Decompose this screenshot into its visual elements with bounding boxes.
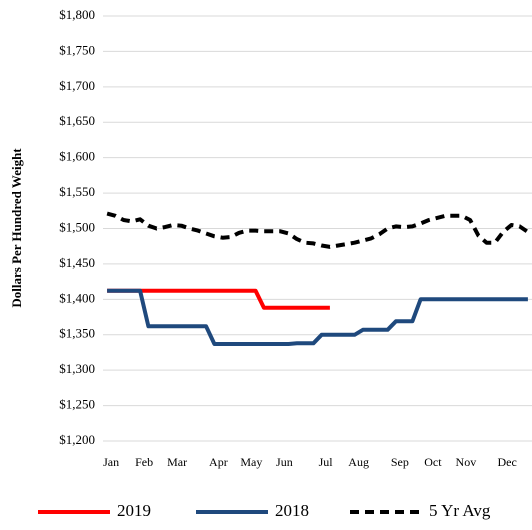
- x-tick-label: Jul: [319, 455, 334, 469]
- legend-label: 2018: [275, 501, 309, 520]
- y-tick-label: $1,600: [59, 149, 95, 164]
- x-tick-label: Nov: [456, 455, 477, 469]
- x-tick-label: Sep: [391, 455, 409, 469]
- x-tick-label: Dec: [497, 455, 516, 469]
- y-tick-label: $1,750: [59, 42, 95, 57]
- x-tick-label: Jan: [103, 455, 119, 469]
- data-line: [107, 288, 528, 346]
- data-line: [107, 288, 330, 310]
- y-axis-label: Dollars Per Hundred Weight: [9, 148, 24, 308]
- x-tick-label: Apr: [209, 455, 228, 469]
- y-tick-label: $1,800: [59, 7, 95, 22]
- y-tick-label: $1,650: [59, 113, 95, 128]
- legend-label: 5 Yr Avg: [429, 501, 491, 520]
- y-tick-label: $1,700: [59, 78, 95, 93]
- x-tick-label: Feb: [135, 455, 153, 469]
- x-tick-label: May: [240, 455, 262, 469]
- y-tick-label: $1,500: [59, 219, 95, 234]
- y-tick-label: $1,200: [59, 432, 95, 447]
- x-tick-label: Oct: [424, 455, 442, 469]
- x-tick-label: Jun: [276, 455, 293, 469]
- y-tick-label: $1,300: [59, 361, 95, 376]
- y-tick-label: $1,450: [59, 255, 95, 270]
- y-tick-label: $1,350: [59, 326, 95, 341]
- y-tick-label: $1,250: [59, 397, 95, 412]
- legend-label: 2019: [117, 501, 151, 520]
- y-tick-label: $1,550: [59, 184, 95, 199]
- y-tick-label: $1,400: [59, 290, 95, 305]
- x-tick-label: Aug: [348, 455, 369, 469]
- data-line: [106, 211, 530, 249]
- x-tick-label: Mar: [167, 455, 187, 469]
